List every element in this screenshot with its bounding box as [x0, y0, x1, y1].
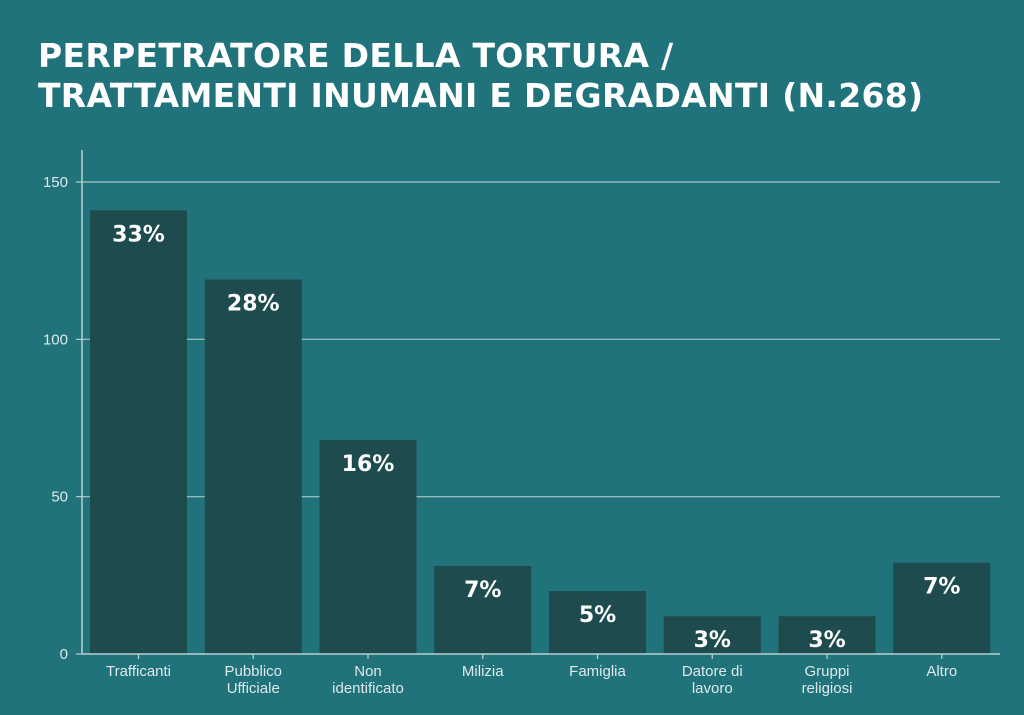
x-category-label: Non	[354, 663, 382, 680]
y-tick-label: 150	[43, 174, 68, 191]
x-category-label: Datore di	[682, 663, 743, 680]
bar-data-label: 5%	[579, 603, 616, 628]
x-category-label: Altro	[926, 663, 957, 680]
bar-data-label: 33%	[112, 222, 165, 247]
bar	[434, 565, 532, 654]
data-labels: 33% 28% 16% 7% 5% 3% 3% 7%	[112, 222, 960, 653]
bar-data-label: 3%	[808, 628, 845, 653]
x-category-label: religiosi	[802, 680, 853, 697]
chart-title-line-2: TRATTAMENTI INUMANI E DEGRADANTI (N.268)	[38, 76, 924, 115]
x-category-label: Gruppi	[804, 663, 849, 680]
x-category-label: Famiglia	[569, 663, 626, 680]
x-category-label: lavoro	[692, 680, 733, 697]
bar	[549, 591, 646, 654]
bar-data-label: 7%	[923, 575, 960, 600]
x-category-label: Trafficanti	[106, 663, 171, 680]
bar	[893, 562, 991, 654]
x-category-label: Ufficiale	[227, 680, 280, 697]
bar	[204, 279, 302, 654]
chart-title: PERPETRATORE DELLA TORTURA / TRATTAMENTI…	[38, 36, 923, 116]
y-tick-label: 0	[60, 646, 68, 663]
y-tick-label: 50	[51, 489, 68, 506]
bar-data-label: 16%	[342, 452, 395, 477]
x-category-label: Pubblico	[224, 663, 282, 680]
bar	[663, 616, 761, 654]
x-category-label: Milizia	[462, 663, 504, 680]
bar	[90, 210, 187, 654]
bar-data-label: 7%	[464, 578, 501, 603]
chart-title-line-1: PERPETRATORE DELLA TORTURA /	[38, 36, 674, 75]
bar-data-label: 3%	[694, 628, 731, 653]
bar	[778, 616, 876, 654]
x-category-label: identificato	[332, 680, 404, 697]
bar-data-label: 28%	[227, 292, 280, 317]
bars	[90, 210, 991, 654]
y-tick-label: 100	[43, 331, 68, 348]
bar	[319, 440, 417, 654]
